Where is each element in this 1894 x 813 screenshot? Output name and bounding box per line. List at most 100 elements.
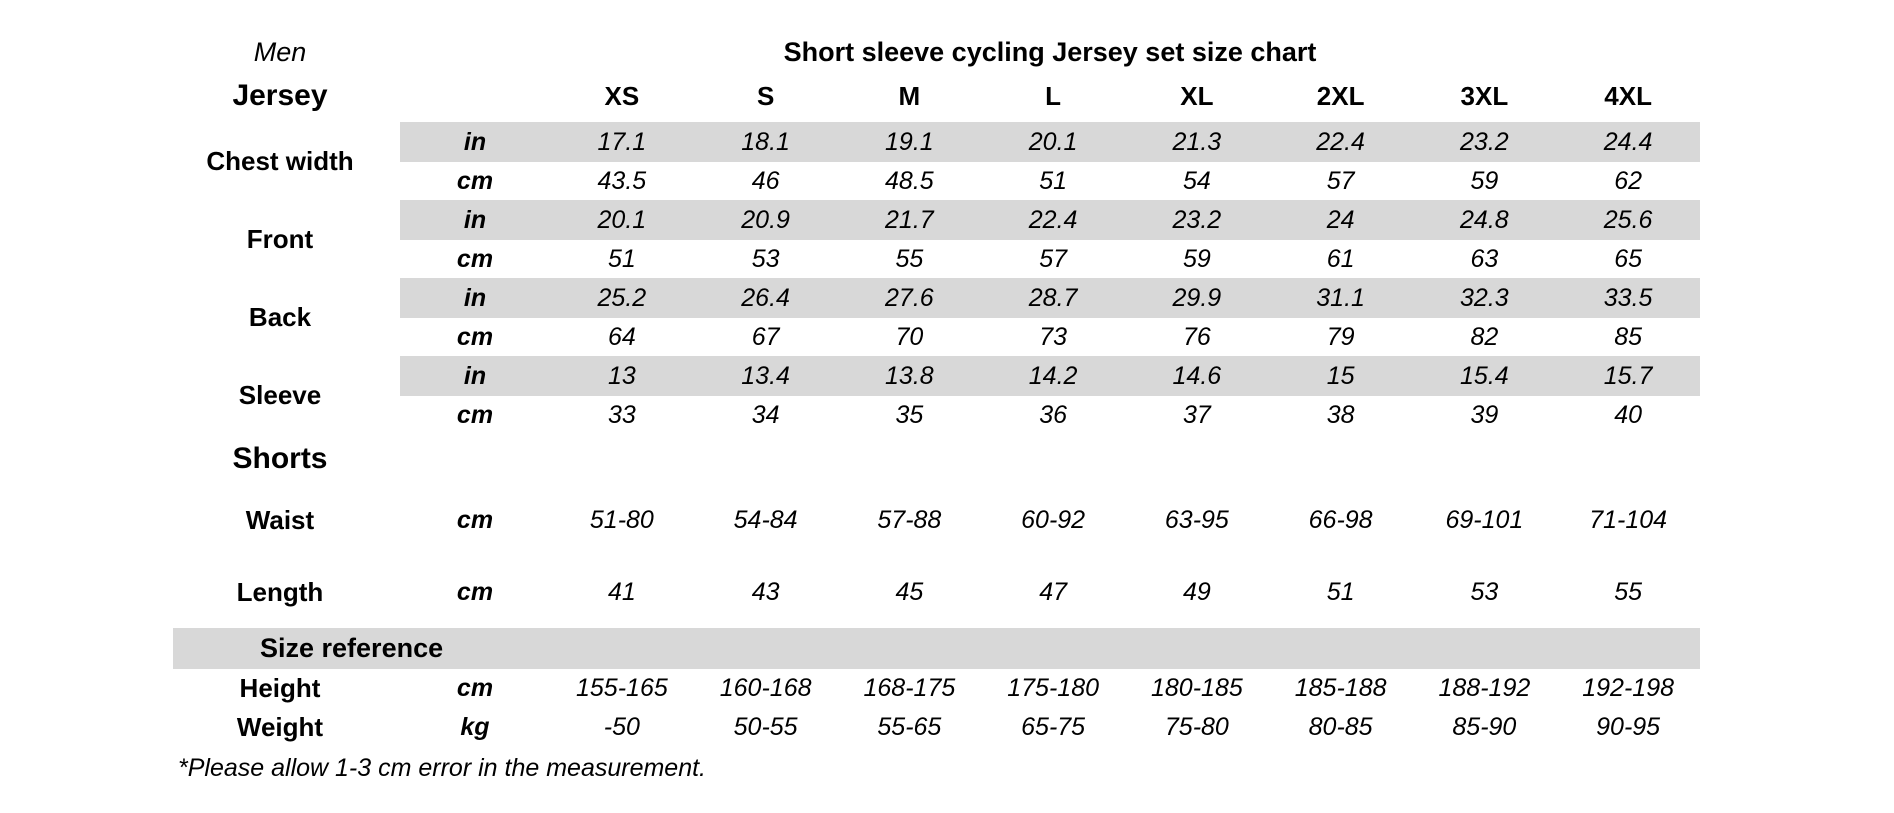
unit-label: cm bbox=[456, 166, 494, 195]
value-cell: 17.1 bbox=[550, 122, 694, 162]
value-cell: 62 bbox=[1614, 166, 1643, 195]
value-cell: 57 bbox=[1326, 166, 1355, 195]
value-cell: 13.4 bbox=[693, 356, 838, 396]
value-cell: 55-65 bbox=[877, 712, 942, 741]
value-cell: 65-75 bbox=[1021, 712, 1086, 741]
value-cell: 20.1 bbox=[981, 122, 1125, 162]
value-cell: 192-198 bbox=[1582, 674, 1674, 702]
value-cell: 59 bbox=[1470, 166, 1499, 195]
unit-label: cm bbox=[456, 577, 494, 606]
size-column-header-3xl: 3XL bbox=[1460, 80, 1509, 111]
unit-label: cm bbox=[456, 400, 494, 429]
size-chart-table: Men Short sleeve cycling Jersey set size… bbox=[160, 20, 1700, 790]
value-cell: 50-55 bbox=[733, 712, 798, 741]
row-label-front: Front bbox=[246, 223, 314, 254]
value-cell: 15.4 bbox=[1412, 356, 1557, 396]
measure-row-weight: Weight kg -50 50-55 55-65 65-75 75-80 80… bbox=[160, 708, 1700, 746]
size-column-header-4xl: 4XL bbox=[1604, 80, 1652, 111]
value-cell: 51 bbox=[607, 244, 636, 273]
value-cell: 80-85 bbox=[1308, 712, 1373, 741]
value-cell: 168-175 bbox=[863, 674, 956, 702]
measure-row-height: Height cm 155-165 160-168 168-175 175-18… bbox=[160, 669, 1700, 708]
value-cell: 43 bbox=[751, 577, 780, 606]
value-cell: 51 bbox=[1039, 166, 1068, 195]
value-cell: 21.7 bbox=[837, 200, 982, 240]
unit-label: in bbox=[400, 200, 550, 240]
value-cell: 76 bbox=[1182, 322, 1211, 351]
value-cell: 82 bbox=[1470, 322, 1499, 351]
value-cell: 24.4 bbox=[1556, 122, 1700, 162]
gender-label: Men bbox=[253, 37, 307, 67]
size-column-header-xl: XL bbox=[1180, 80, 1214, 111]
value-cell: 63 bbox=[1470, 244, 1499, 273]
value-cell: 15 bbox=[1268, 356, 1413, 396]
value-cell: 33.5 bbox=[1556, 278, 1700, 318]
unit-label: in bbox=[400, 278, 550, 318]
value-cell: 14.2 bbox=[981, 356, 1125, 396]
value-cell: 160-168 bbox=[719, 674, 812, 702]
value-cell: 85 bbox=[1614, 322, 1643, 351]
value-cell: 47 bbox=[1039, 577, 1068, 606]
value-cell: 41 bbox=[607, 577, 636, 606]
value-cell: 37 bbox=[1182, 400, 1211, 429]
value-cell: 38 bbox=[1326, 400, 1355, 429]
size-column-header-xs: XS bbox=[604, 80, 640, 111]
value-cell: 57-88 bbox=[877, 505, 942, 534]
value-cell: 13 bbox=[550, 356, 694, 396]
value-cell: 185-188 bbox=[1294, 674, 1387, 702]
value-cell: 63-95 bbox=[1164, 505, 1229, 534]
measure-row-length: Length cm 41 43 45 47 49 51 53 55 bbox=[160, 556, 1700, 628]
row-label-height: Height bbox=[239, 673, 321, 703]
value-cell: 31.1 bbox=[1268, 278, 1413, 318]
value-cell: 24.8 bbox=[1412, 200, 1557, 240]
value-cell: 20.1 bbox=[550, 200, 694, 240]
row-label-waist: Waist bbox=[245, 504, 315, 535]
value-cell: 59 bbox=[1182, 244, 1211, 273]
chart-title: Short sleeve cycling Jersey set size cha… bbox=[783, 37, 1317, 67]
value-cell: 60-92 bbox=[1021, 505, 1086, 534]
value-cell: 70 bbox=[895, 322, 924, 351]
value-cell: 29.9 bbox=[1125, 278, 1269, 318]
value-cell: 28.7 bbox=[981, 278, 1125, 318]
value-cell: 25.2 bbox=[550, 278, 694, 318]
value-cell: 175-180 bbox=[1007, 674, 1099, 702]
value-cell: 75-80 bbox=[1164, 712, 1229, 741]
value-cell: 65 bbox=[1614, 244, 1643, 273]
value-cell: 21.3 bbox=[1125, 122, 1269, 162]
value-cell: 155-165 bbox=[576, 674, 668, 702]
value-cell: 40 bbox=[1614, 400, 1643, 429]
value-cell: 51 bbox=[1326, 577, 1355, 606]
unit-label: cm bbox=[456, 674, 494, 702]
unit-label: in bbox=[400, 356, 550, 396]
value-cell: -50 bbox=[603, 712, 640, 741]
value-cell: 188-192 bbox=[1438, 674, 1531, 702]
unit-label: cm bbox=[456, 244, 494, 273]
value-cell: 33 bbox=[607, 400, 636, 429]
measure-group-chest-width: Chest width in 17.1 18.1 19.1 20.1 21.3 … bbox=[160, 122, 1700, 200]
value-cell: 85-90 bbox=[1452, 712, 1517, 741]
section-label-shorts: Shorts bbox=[232, 442, 328, 475]
measure-group-back: Back in 25.2 26.4 27.6 28.7 29.9 31.1 32… bbox=[160, 278, 1700, 356]
value-cell: 69-101 bbox=[1445, 505, 1524, 534]
value-cell: 46 bbox=[751, 166, 780, 195]
measure-row-waist: Waist cm 51-80 54-84 57-88 60-92 63-95 6… bbox=[160, 484, 1700, 556]
value-cell: 45 bbox=[895, 577, 924, 606]
value-cell: 57 bbox=[1039, 244, 1068, 273]
value-cell: 55 bbox=[1614, 577, 1643, 606]
value-cell: 15.7 bbox=[1556, 356, 1700, 396]
value-cell: 26.4 bbox=[693, 278, 838, 318]
row-label-back: Back bbox=[248, 301, 312, 332]
value-cell: 22.4 bbox=[1268, 122, 1413, 162]
value-cell: 32.3 bbox=[1412, 278, 1557, 318]
spacer-cell bbox=[400, 70, 550, 122]
value-cell: 20.9 bbox=[693, 200, 838, 240]
size-header-row: Jersey XS S M L XL 2XL 3XL 4XL bbox=[160, 70, 1700, 122]
value-cell: 53 bbox=[751, 244, 780, 273]
value-cell: 64 bbox=[607, 322, 636, 351]
value-cell: 25.6 bbox=[1556, 200, 1700, 240]
value-cell: 13.8 bbox=[837, 356, 982, 396]
row-label-sleeve: Sleeve bbox=[238, 379, 322, 410]
row-label-chest-width: Chest width bbox=[206, 145, 354, 176]
value-cell: 61 bbox=[1326, 244, 1355, 273]
